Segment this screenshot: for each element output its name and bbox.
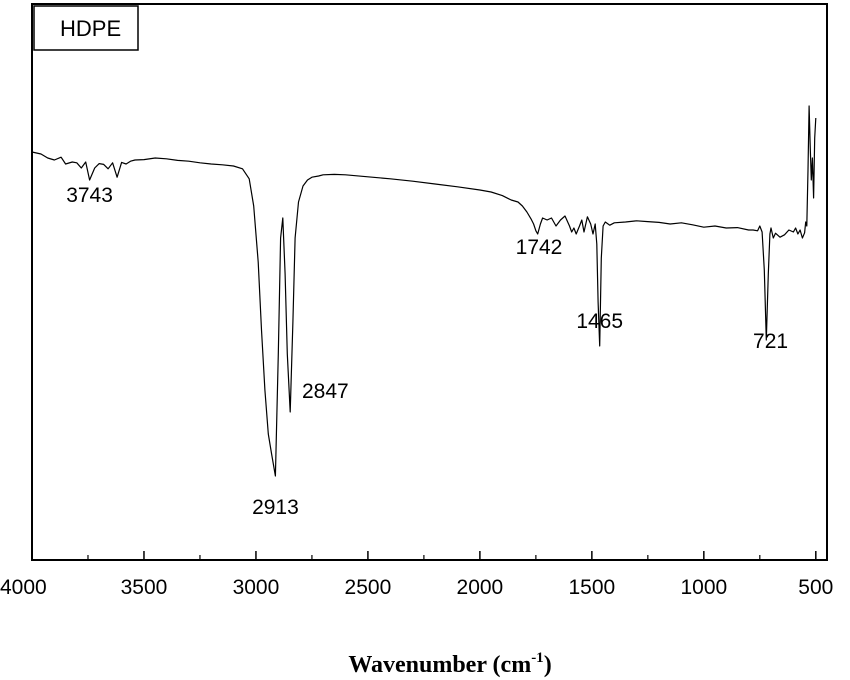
x-tick-label: 2500 xyxy=(345,576,392,599)
x-axis-title-superscript: -1 xyxy=(531,650,544,666)
x-axis-title: Wavenumber (cm-1) xyxy=(348,650,551,678)
peak-label-1742: 1742 xyxy=(516,236,563,259)
x-axis-tick-labels: 4000 3500 3000 2500 2000 1500 1000 500 xyxy=(0,576,833,599)
peak-label-2847: 2847 xyxy=(302,380,349,403)
x-tick-label: 1000 xyxy=(680,576,727,599)
peak-label-2913: 2913 xyxy=(252,496,299,519)
peak-label-721: 721 xyxy=(753,330,788,353)
x-axis-title-text: Wavenumber (cm xyxy=(348,652,531,678)
x-tick-label: 1500 xyxy=(568,576,615,599)
x-tick-label: 2000 xyxy=(457,576,504,599)
x-tick-label: 3500 xyxy=(121,576,168,599)
peak-label-1465: 1465 xyxy=(576,310,623,333)
x-tick-label: 500 xyxy=(798,576,833,599)
x-axis-title-close: ) xyxy=(544,652,552,678)
x-axis-ticks xyxy=(31,551,817,560)
peak-labels: 3743 2913 2847 1742 1465 721 xyxy=(66,184,788,519)
peak-label-3743: 3743 xyxy=(66,184,113,207)
series-line-hdpe xyxy=(31,105,817,477)
plot-frame xyxy=(31,3,828,561)
x-tick-label: 3000 xyxy=(233,576,280,599)
x-tick-label: 4000 xyxy=(0,576,47,599)
legend-label: HDPE xyxy=(60,16,121,41)
legend: HDPE xyxy=(33,5,139,51)
legend-box xyxy=(33,5,139,51)
